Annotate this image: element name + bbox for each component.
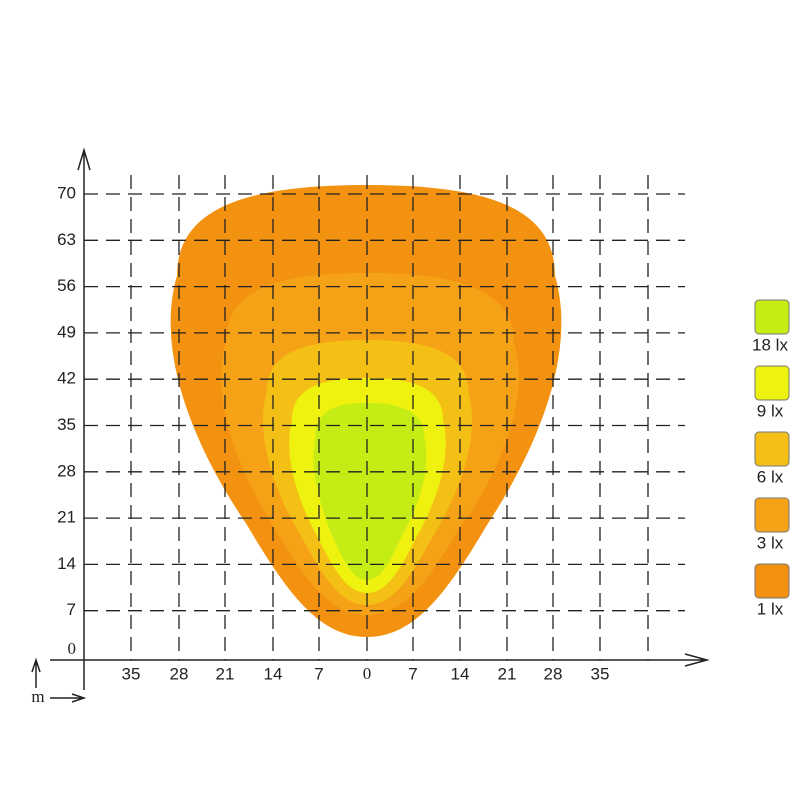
x-tick-label: 35 bbox=[122, 664, 141, 683]
legend-label: 9 lx bbox=[757, 401, 784, 420]
legend-swatch bbox=[754, 563, 790, 599]
isolux-contour bbox=[313, 403, 427, 580]
y-tick-label: 7 bbox=[67, 600, 76, 619]
x-tick-label: 28 bbox=[544, 664, 563, 683]
contours bbox=[170, 185, 562, 637]
y-tick-label: 42 bbox=[57, 369, 76, 388]
y-tick-label: 63 bbox=[57, 230, 76, 249]
unit-arrows bbox=[31, 657, 87, 703]
x-tick-label: 7 bbox=[314, 664, 323, 683]
x-tick-label: 7 bbox=[408, 664, 417, 683]
legend-label: 3 lx bbox=[757, 533, 784, 552]
x-tick-label: 14 bbox=[264, 664, 283, 683]
legend-label: 1 lx bbox=[757, 599, 784, 618]
legend-swatch bbox=[754, 431, 790, 467]
y-tick-label: 49 bbox=[57, 322, 76, 341]
y-tick-label: 28 bbox=[57, 461, 76, 480]
y-tick-label: 0 bbox=[68, 639, 77, 658]
legend-swatch bbox=[754, 497, 790, 533]
y-tick-label: 70 bbox=[57, 183, 76, 202]
legend-label: 6 lx bbox=[757, 467, 784, 486]
x-axis bbox=[50, 653, 710, 667]
x-tick-label: 0 bbox=[363, 664, 372, 683]
x-tick-label: 21 bbox=[498, 664, 517, 683]
x-tick-label: 28 bbox=[170, 664, 189, 683]
legend-swatch bbox=[754, 299, 790, 335]
y-tick-label: 35 bbox=[57, 415, 76, 434]
unit-label: m bbox=[31, 687, 44, 706]
x-tick-label: 35 bbox=[591, 664, 610, 683]
y-axis bbox=[77, 147, 91, 690]
y-tick-label: 21 bbox=[57, 508, 76, 527]
legend-label: 18 lx bbox=[752, 335, 788, 354]
y-tick-label: 56 bbox=[57, 276, 76, 295]
grid bbox=[84, 175, 685, 660]
x-tick-label: 14 bbox=[451, 664, 470, 683]
legend-swatch bbox=[754, 365, 790, 401]
x-tick-label: 21 bbox=[216, 664, 235, 683]
y-tick-label: 14 bbox=[57, 554, 76, 573]
